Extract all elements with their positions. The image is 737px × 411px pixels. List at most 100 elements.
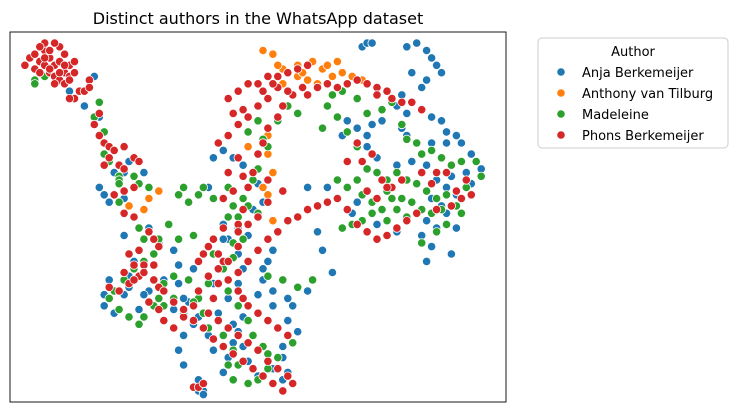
point-madeleine-17 (352, 94, 362, 104)
point-anja-berkemeijer-125 (198, 389, 208, 400)
point-phons-berkemeijer-190 (263, 175, 273, 185)
point-anja-berkemeijer-133 (278, 341, 288, 352)
point-phons-berkemeijer-108 (357, 156, 367, 167)
point-phons-berkemeijer-70 (144, 297, 154, 307)
point-phons-berkemeijer-176 (198, 378, 208, 389)
point-phons-berkemeijer-104 (407, 97, 417, 107)
legend-marker-phons-berkemeijer (556, 130, 566, 140)
point-phons-berkemeijer-56 (144, 227, 154, 237)
point-anja-berkemeijer-103 (169, 245, 179, 255)
point-anja-berkemeijer-112 (99, 190, 109, 200)
point-madeleine-38 (392, 168, 402, 178)
point-anja-berkemeijer-60 (317, 245, 328, 255)
point-anja-berkemeijer-10 (421, 75, 432, 85)
point-phons-berkemeijer-191 (278, 186, 288, 196)
point-anja-berkemeijer-64 (253, 290, 263, 300)
point-phons-berkemeijer-89 (278, 101, 288, 111)
point-phons-berkemeijer-18 (35, 68, 45, 78)
point-anja-berkemeijer-20 (441, 138, 452, 148)
point-madeleine-93 (248, 330, 258, 340)
legend-marker-anja-berkemeijer (556, 67, 566, 77)
point-phons-berkemeijer-59 (134, 245, 144, 255)
point-madeleine-61 (382, 216, 392, 226)
point-phons-berkemeijer-139 (283, 216, 293, 226)
point-phons-berkemeijer-122 (466, 190, 476, 200)
point-anja-berkemeijer-132 (293, 327, 303, 337)
point-anja-berkemeijer-33 (407, 156, 417, 167)
point-madeleine-29 (471, 156, 481, 167)
point-anja-berkemeijer-25 (367, 119, 377, 130)
point-anja-berkemeijer-142 (134, 304, 144, 315)
point-phons-berkemeijer-159 (268, 378, 278, 389)
point-phons-berkemeijer-219 (253, 308, 263, 318)
point-madeleine-27 (446, 160, 456, 170)
point-phons-berkemeijer-27 (45, 64, 55, 74)
point-anja-berkemeijer-15 (426, 112, 437, 122)
point-anthony-van-tilburg-0 (258, 45, 268, 56)
point-anja-berkemeijer-7 (431, 60, 442, 70)
point-phons-berkemeijer-54 (129, 182, 139, 192)
point-madeleine-62 (367, 208, 377, 218)
point-phons-berkemeijer-131 (362, 227, 372, 237)
point-phons-berkemeijer-212 (198, 249, 208, 259)
point-anja-berkemeijer-58 (352, 197, 362, 207)
point-phons-berkemeijer-133 (342, 205, 352, 215)
point-anja-berkemeijer-92 (218, 145, 228, 155)
point-phons-berkemeijer-129 (382, 230, 392, 241)
point-phons-berkemeijer-121 (461, 175, 471, 185)
point-phons-berkemeijer-196 (218, 193, 228, 204)
point-phons-berkemeijer-136 (312, 201, 323, 211)
point-phons-berkemeijer-91 (297, 82, 308, 93)
point-anja-berkemeijer-65 (268, 301, 278, 311)
point-phons-berkemeijer-151 (233, 330, 243, 340)
point-phons-berkemeijer-177 (223, 94, 233, 104)
point-anthony-van-tilburg-8 (327, 71, 337, 82)
point-phons-berkemeijer-130 (372, 234, 382, 244)
point-anja-berkemeijer-19 (456, 138, 466, 148)
point-madeleine-21 (397, 119, 407, 130)
point-phons-berkemeijer-162 (238, 356, 248, 366)
point-phons-berkemeijer-199 (213, 138, 223, 148)
point-madeleine-128 (174, 234, 184, 244)
point-phons-berkemeijer-10 (69, 56, 80, 67)
point-phons-berkemeijer-37 (84, 82, 95, 93)
point-anthony-van-tilburg-20 (258, 182, 268, 192)
point-anja-berkemeijer-16 (436, 116, 447, 126)
point-madeleine-99 (243, 378, 253, 389)
point-anja-berkemeijer-51 (446, 249, 456, 259)
point-phons-berkemeijer-117 (426, 179, 437, 189)
point-phons-berkemeijer-147 (208, 293, 218, 303)
point-anthony-van-tilburg-22 (268, 216, 278, 226)
point-madeleine-13 (114, 179, 124, 189)
point-phons-berkemeijer-153 (253, 345, 263, 355)
point-phons-berkemeijer-142 (253, 245, 263, 255)
point-phons-berkemeijer-82 (238, 205, 248, 215)
point-madeleine-136 (223, 360, 233, 370)
point-phons-berkemeijer-92 (302, 90, 313, 100)
point-phons-berkemeijer-53 (129, 212, 139, 222)
point-anja-berkemeijer-72 (179, 360, 189, 370)
point-phons-berkemeijer-85 (253, 149, 263, 159)
point-phons-berkemeijer-148 (203, 308, 213, 318)
point-madeleine-91 (233, 301, 243, 311)
point-anja-berkemeijer-61 (327, 267, 337, 278)
point-phons-berkemeijer-187 (283, 86, 293, 96)
point-phons-berkemeijer-216 (233, 286, 243, 296)
point-phons-berkemeijer-163 (228, 349, 238, 359)
point-phons-berkemeijer-168 (179, 304, 189, 315)
point-phons-berkemeijer-157 (288, 378, 298, 389)
point-phons-berkemeijer-94 (322, 79, 332, 89)
point-phons-berkemeijer-220 (263, 315, 273, 326)
point-anja-berkemeijer-27 (342, 116, 352, 126)
point-madeleine-3 (94, 97, 104, 107)
point-phons-berkemeijer-98 (362, 79, 372, 89)
point-madeleine-14 (129, 171, 139, 181)
point-madeleine-33 (441, 190, 452, 200)
point-madeleine-56 (441, 219, 452, 229)
point-phons-berkemeijer-158 (278, 386, 288, 396)
point-phons-berkemeijer-103 (397, 97, 407, 107)
point-phons-berkemeijer-34 (64, 94, 75, 104)
point-madeleine-135 (288, 338, 298, 348)
point-anthony-van-tilburg-9 (337, 68, 347, 78)
